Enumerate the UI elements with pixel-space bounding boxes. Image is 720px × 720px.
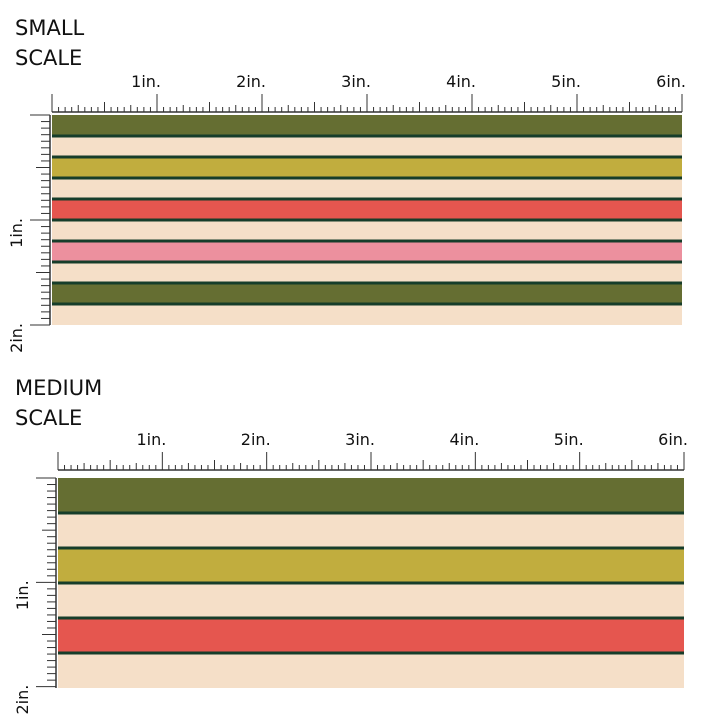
stripe-edge [52,176,682,180]
stripe-edge [52,197,682,201]
scale-title: SCALE [15,46,82,70]
stripe [52,304,682,325]
ruler-label: 5in. [554,430,584,449]
stripe [52,220,682,241]
ruler-label: 1in. [7,218,26,248]
ruler-label: 4in. [449,430,479,449]
ruler-label: 3in. [341,72,371,91]
scale-title: SCALE [15,406,82,430]
stripe-edge [52,260,682,264]
scale-title: SMALL [15,16,85,40]
ruler-label: 2in. [13,685,32,715]
swatch-panel: SMALL SCALE 1in. 2in. 3in. 4in. 5in. 6in. 1in. 2i… [7,16,686,353]
stripe-edge [52,239,682,243]
stripe [58,478,684,513]
stripe [52,283,682,304]
stripe [52,178,682,199]
ruler-label: 6in. [656,72,686,91]
ruler-label: 6in. [658,430,688,449]
stripe-edge [58,651,684,655]
stripe-edge [52,218,682,222]
stripe-edge [52,302,682,306]
stripe [52,115,682,136]
stripe-edge [52,134,682,138]
stripe-edge [58,581,684,585]
scale-title: MEDIUM [15,376,102,400]
stripe [52,157,682,178]
stripe-edge [58,546,684,550]
stripe [58,548,684,583]
ruler-label: 1in. [13,580,32,610]
ruler-label: 2in. [241,430,271,449]
ruler-label: 2in. [236,72,266,91]
stripe [52,262,682,283]
stripe [58,653,684,688]
stripe-edge [58,511,684,515]
swatch-panel: MEDIUM SCALE 1in. 2in. 3in. 4in. 5in. 6in. 1in. 2… [13,376,688,715]
ruler-label: 1in. [131,72,161,91]
ruler-label: 4in. [446,72,476,91]
ruler-label: 5in. [551,72,581,91]
ruler-label: 1in. [136,430,166,449]
stripe [52,241,682,262]
stripe [58,583,684,618]
stripe [52,136,682,157]
stripe-edge [52,281,682,285]
ruler-label: 2in. [7,323,26,353]
stripe [58,618,684,653]
stripe-edge [58,616,684,620]
stripe-edge [52,155,682,159]
ruler-label: 3in. [345,430,375,449]
stripe [58,513,684,548]
stripe [52,199,682,220]
